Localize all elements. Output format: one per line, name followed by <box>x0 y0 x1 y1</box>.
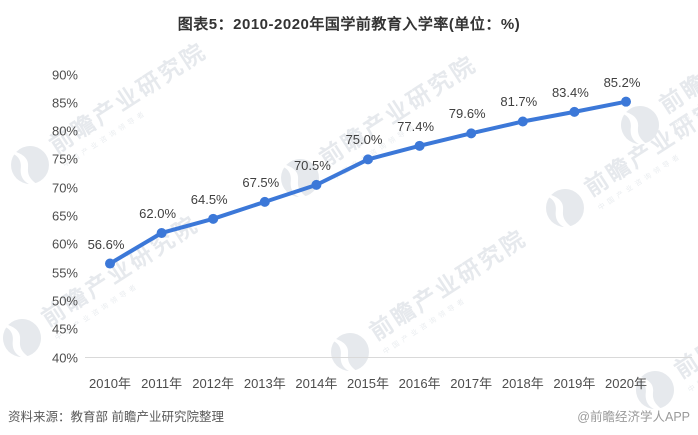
app-credit: @前瞻经济学人APP <box>577 410 690 424</box>
data-point-label: 64.5% <box>190 191 228 207</box>
x-tick-label: 2018年 <box>501 376 544 391</box>
x-tick-label: 2016年 <box>398 376 441 391</box>
y-tick-label: 85% <box>51 95 78 111</box>
data-point-marker <box>621 96 631 107</box>
data-point-label: 56.6% <box>87 236 125 252</box>
data-point-marker <box>569 106 580 117</box>
y-tick-label: 40% <box>51 350 78 365</box>
x-tick-label: 2019年 <box>553 376 596 391</box>
data-point-marker <box>259 196 270 207</box>
y-tick-label: 90% <box>51 67 78 82</box>
data-point-marker <box>517 116 528 127</box>
x-tick-label: 2013年 <box>243 376 286 391</box>
x-tick-label: 2020年 <box>605 376 647 391</box>
y-tick-label: 65% <box>51 208 78 224</box>
data-point-label: 75.0% <box>345 132 383 148</box>
data-point-marker <box>156 227 167 238</box>
data-point-marker <box>208 213 219 224</box>
series-line <box>108 99 628 266</box>
data-point-label: 77.4% <box>397 118 435 134</box>
x-tick-label: 2010年 <box>89 376 131 391</box>
data-point-label: 83.4% <box>551 84 589 100</box>
x-tick-label: 2011年 <box>141 376 183 391</box>
data-point-label: 79.6% <box>448 106 486 122</box>
y-tick-label: 55% <box>51 265 78 281</box>
x-tick-label: 2015年 <box>347 376 389 391</box>
x-axis-line <box>85 357 692 358</box>
y-tick-label: 75% <box>51 151 78 167</box>
y-tick-label: 45% <box>51 321 78 337</box>
data-point-label: 62.0% <box>139 205 177 221</box>
data-point-marker <box>311 179 322 190</box>
chart-title: 图表5：2010-2020年国学前教育入学率(单位：%) <box>177 16 521 33</box>
x-tick-label: 2017年 <box>450 376 493 391</box>
data-point-label: 85.2% <box>603 74 641 90</box>
source-note: 资料来源：教育部 前瞻产业研究院整理 <box>8 410 224 424</box>
data-point-label: 70.5% <box>293 157 331 173</box>
data-point-label: 67.5% <box>242 174 280 190</box>
footer: 资料来源：教育部 前瞻产业研究院整理 @前瞻经济学人APP <box>0 406 698 425</box>
data-point-label: 81.7% <box>500 94 538 110</box>
data-point-marker <box>466 128 477 139</box>
y-tick-label: 70% <box>51 180 78 196</box>
data-point-marker <box>414 140 425 151</box>
y-tick-label: 80% <box>51 123 78 139</box>
x-tick-label: 2012年 <box>192 376 235 391</box>
data-point-marker <box>363 154 373 165</box>
data-point-marker <box>105 258 115 269</box>
y-tick-label: 50% <box>51 293 78 309</box>
x-tick-label: 2014年 <box>295 376 338 391</box>
y-tick-label: 60% <box>51 236 78 252</box>
